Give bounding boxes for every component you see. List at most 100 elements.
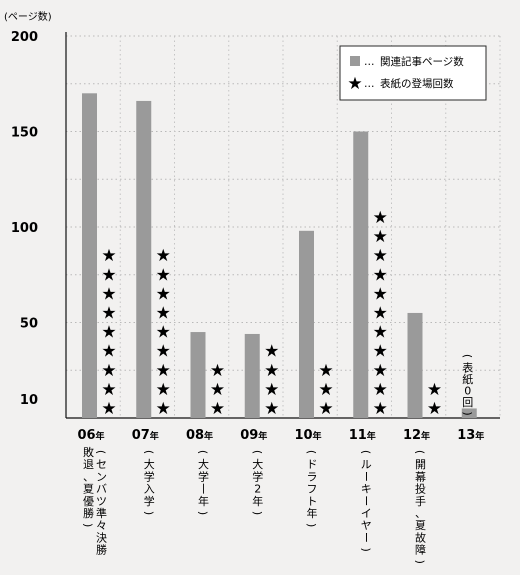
annotation-char: 紙 <box>462 372 473 386</box>
x-tick-label: 07年 <box>132 428 159 443</box>
x-tick-year: 11 <box>349 428 367 443</box>
x-tick-sublabel-char: ( <box>305 450 318 454</box>
cover-star: ★ <box>373 246 388 266</box>
x-tick-sublabel-char: 夏 <box>415 519 426 532</box>
x-tick-sublabel-char: ) <box>142 511 155 515</box>
cover-star: ★ <box>156 246 171 266</box>
legend-swatch-star: ★ <box>347 74 362 94</box>
x-tick-sublabel-char: ( <box>251 450 264 454</box>
bar <box>299 230 314 418</box>
x-tick-sublabel-char: ( <box>359 450 372 454</box>
x-tick-sublabel-char: フ <box>307 483 318 496</box>
cover-star: ★ <box>373 284 388 304</box>
x-tick-label: 08年 <box>186 428 213 443</box>
x-tick-sublabel-char: 年 <box>307 506 318 520</box>
x-tick-sublabel-char: ) <box>305 523 318 527</box>
cover-star: ★ <box>373 304 388 324</box>
y-tick-label: 200 <box>11 30 38 45</box>
y-tick-label: 10 <box>20 393 38 408</box>
bar <box>407 312 423 418</box>
x-tick-sublabel-char: ド <box>307 458 318 471</box>
cover-star: ★ <box>373 380 388 400</box>
x-tick-suffix: 年 <box>421 430 430 442</box>
legend-label: 表紙の登場回数 <box>380 77 454 90</box>
x-tick-sublabel-char: 大 <box>252 457 263 471</box>
x-tick-sublabel-char: 学 <box>144 494 155 508</box>
bar <box>190 332 206 418</box>
x-tick-sublabel-char: 大 <box>144 457 155 471</box>
annotation-char: ) <box>461 411 474 415</box>
x-tick-sublabel-char: 、 <box>415 507 426 520</box>
x-tick-sublabel-char: ー <box>359 532 372 543</box>
cover-star: ★ <box>156 399 171 419</box>
cover-star: ★ <box>156 284 171 304</box>
cover-star: ★ <box>264 361 279 381</box>
x-tick-label: 09年 <box>240 428 267 443</box>
x-tick-sublabel-char: ) <box>197 511 210 515</box>
x-tick-sublabel-char: 々 <box>96 519 107 532</box>
cover-star: ★ <box>264 399 279 419</box>
x-tick-year: 10 <box>294 428 312 443</box>
cover-star: ★ <box>156 361 171 381</box>
cover-star: ★ <box>373 227 388 247</box>
cover-star: ★ <box>101 265 116 285</box>
x-tick-sublabel-char: 準 <box>96 506 107 520</box>
x-tick-label: 06年 <box>77 428 104 443</box>
x-tick-label: 12年 <box>403 428 430 443</box>
y-tick-label: 100 <box>11 221 38 236</box>
x-tick-sublabel-char: ン <box>96 470 107 483</box>
x-tick-sublabel-char: 、 <box>83 470 94 483</box>
x-tick-year: 12 <box>403 428 421 443</box>
x-tick-sublabel-char: 一 <box>197 483 210 494</box>
x-tick-suffix: 年 <box>150 430 159 442</box>
x-tick-sublabel-char: 大 <box>198 457 209 471</box>
cover-star: ★ <box>210 380 225 400</box>
x-tick-sublabel-char: 年 <box>198 494 209 508</box>
annotation-char: 表 <box>462 361 473 375</box>
x-tick-sublabel-char: バ <box>96 483 107 496</box>
cover-star: ★ <box>427 380 442 400</box>
x-tick-year: 06 <box>77 428 95 443</box>
x-tick-sublabel-char: イ <box>361 507 372 520</box>
cover-star: ★ <box>101 342 116 362</box>
cover-star: ★ <box>101 246 116 266</box>
x-tick-suffix: 年 <box>204 430 213 442</box>
x-tick-sublabel-char: 決 <box>96 531 107 544</box>
x-tick-sublabel-char: ー <box>359 495 372 506</box>
cover-star: ★ <box>156 265 171 285</box>
x-tick-suffix: 年 <box>367 430 376 442</box>
annotation-char: ( <box>461 354 474 358</box>
legend-dots: … <box>364 56 375 68</box>
x-tick-sublabel-char: 夏 <box>83 483 94 496</box>
x-tick-year: 13 <box>457 428 475 443</box>
x-tick-sublabel-char: 学 <box>144 469 155 483</box>
annotation-char: 0 <box>464 385 471 398</box>
bar <box>244 333 260 418</box>
x-tick-suffix: 年 <box>258 430 267 442</box>
x-tick-sublabel-char: ( <box>142 450 155 454</box>
x-tick-suffix: 年 <box>475 430 484 442</box>
cover-star: ★ <box>318 380 333 400</box>
x-tick-label: 10年 <box>294 428 321 443</box>
x-tick-sublabel-char: 優 <box>83 495 94 508</box>
cover-star: ★ <box>101 399 116 419</box>
x-tick-sublabel-char: ( <box>197 450 210 454</box>
x-tick-sublabel-char: ト <box>307 495 318 508</box>
y-tick-label: 50 <box>20 317 38 332</box>
x-tick-sublabel-char: 勝 <box>96 543 107 557</box>
cover-star: ★ <box>101 361 116 381</box>
x-tick-sublabel-char: ( <box>414 450 427 454</box>
cover-star: ★ <box>210 399 225 419</box>
cover-star: ★ <box>156 323 171 343</box>
bar <box>353 131 369 418</box>
x-tick-year: 08 <box>186 428 204 443</box>
cover-star: ★ <box>156 304 171 324</box>
legend-swatch-bar <box>350 56 360 66</box>
x-tick-sublabel-char: 敗 <box>83 445 94 459</box>
x-tick-sublabel-char: セ <box>96 458 107 471</box>
cover-star: ★ <box>373 361 388 381</box>
x-tick-sublabel-char: 投 <box>415 482 426 496</box>
legend-box <box>339 45 487 101</box>
x-tick-sublabel-char: 年 <box>252 494 263 508</box>
bar <box>136 100 152 418</box>
